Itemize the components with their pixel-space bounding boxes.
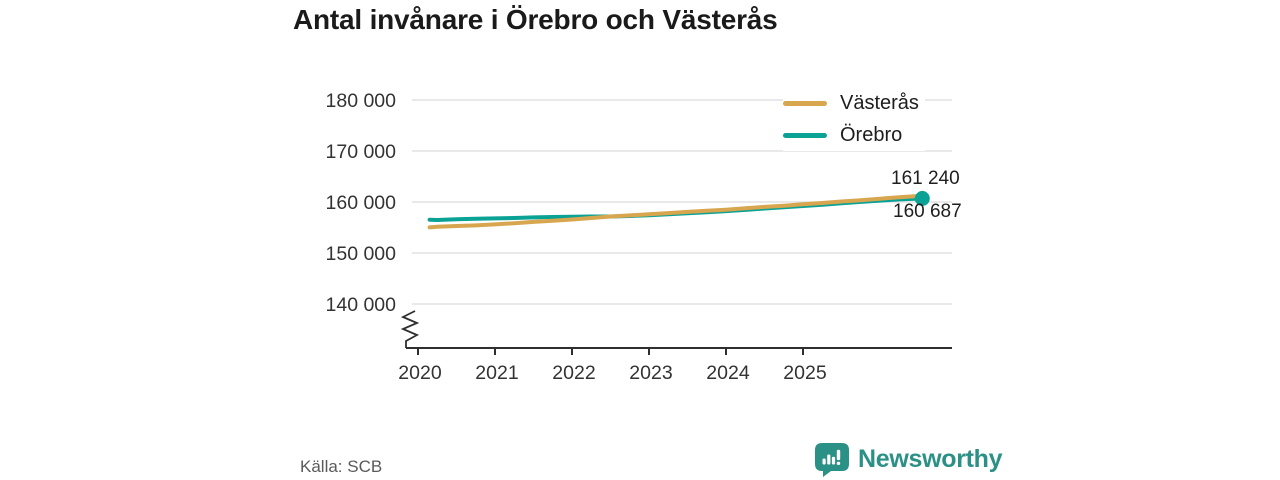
- legend-label-vasteras: Västerås: [840, 91, 919, 114]
- source-note: Källa: SCB: [300, 457, 383, 476]
- vasteras-line-swatch: [783, 100, 827, 106]
- y-tick-label: 180 000: [326, 90, 397, 112]
- y-tick-label: 170 000: [326, 141, 397, 163]
- x-tick-label: 2024: [706, 362, 750, 384]
- series-line-vsters: [427, 193, 925, 230]
- y-tick-label: 160 000: [326, 192, 397, 214]
- newsworthy-wordmark: Newsworthy: [858, 444, 1003, 473]
- x-tick-label: 2022: [552, 362, 595, 384]
- x-tick-label: 2020: [398, 362, 442, 384]
- bar-chart-speech-bubble-icon: [815, 443, 849, 477]
- y-tick-label: 140 000: [326, 294, 397, 316]
- legend-label-orebro: Örebro: [840, 123, 903, 146]
- endpoint-marker-rebro: [914, 191, 930, 206]
- chart-title: Antal invånare i Örebro och Västerås: [293, 4, 778, 35]
- x-tick-label: 2023: [629, 362, 672, 384]
- legend-item-orebro: Örebro: [783, 119, 925, 151]
- x-tick-label: 2021: [475, 362, 518, 384]
- end-value-label-vasteras: 161 240: [891, 168, 960, 189]
- y-tick-label: 150 000: [326, 243, 397, 265]
- y-axis-break-icon: [400, 310, 420, 348]
- legend-item-vasteras: Västerås: [783, 87, 925, 119]
- legend: Västerås Örebro: [783, 87, 925, 151]
- orebro-line-swatch: [783, 132, 827, 138]
- x-tick-label: 2025: [783, 362, 827, 384]
- end-value-label-orebro: 160 687: [893, 201, 962, 222]
- newsworthy-brand: Newsworthy: [815, 443, 1003, 477]
